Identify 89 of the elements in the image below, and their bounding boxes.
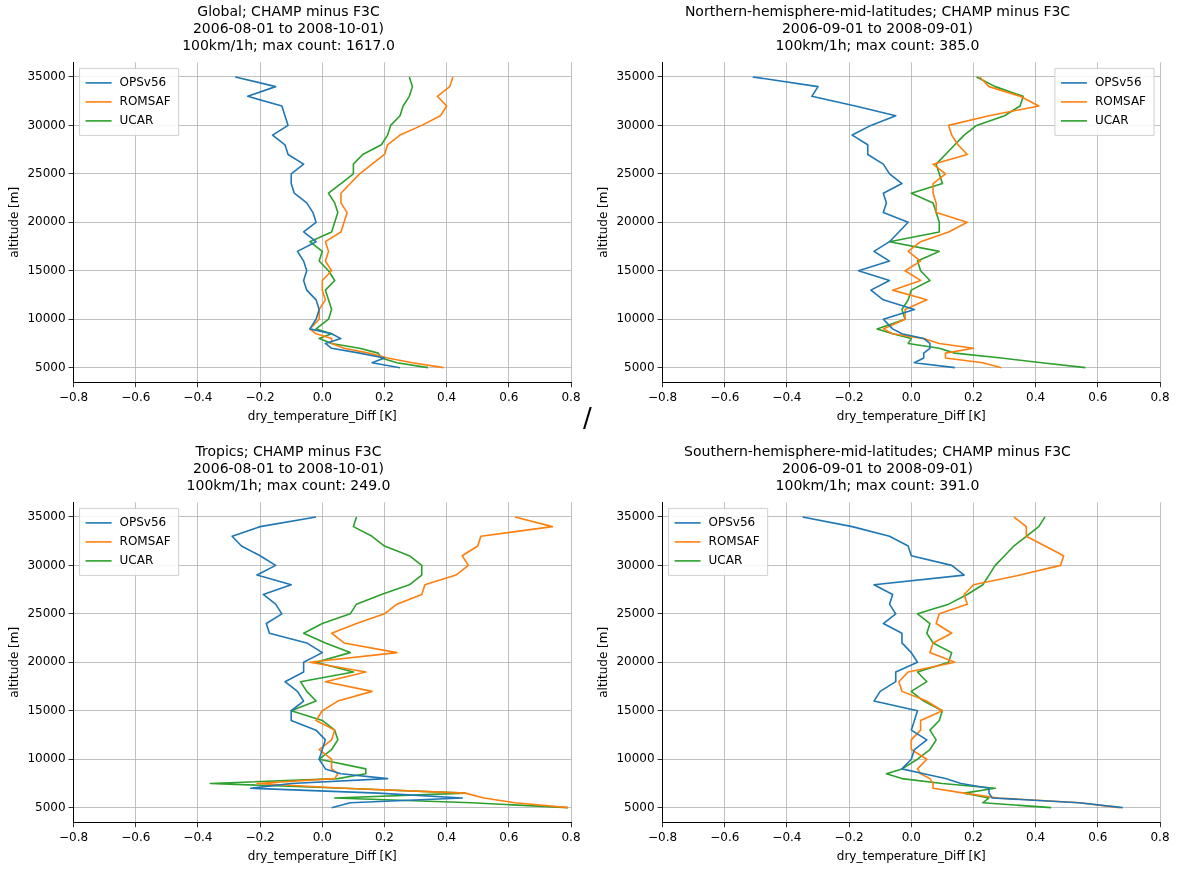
y-tick-label: 10000 — [27, 751, 66, 766]
y-tick-label: 35000 — [616, 509, 655, 524]
x-tick-label: −0.8 — [59, 829, 89, 844]
y-tick-label: 15000 — [616, 262, 655, 277]
legend-label: ROMSAF — [708, 534, 760, 549]
x-tick-label: 0.2 — [963, 389, 984, 404]
y-tick-label: 5000 — [35, 359, 66, 374]
y-tick-label: 20000 — [616, 214, 655, 229]
x-tick-label: 0.4 — [1026, 389, 1046, 404]
x-axis-title: dry_temperature_Diff [K] — [836, 408, 986, 423]
y-tick-label: 35000 — [27, 509, 66, 524]
y-tick-label: 25000 — [27, 605, 66, 620]
x-tick-label: 0.8 — [1150, 829, 1170, 844]
text: / — [583, 403, 592, 433]
y-tick-label: 10000 — [616, 311, 655, 326]
x-tick-label: 0.6 — [1088, 389, 1108, 404]
chart-title: Global; CHAMP minus F3C 2006-08-01 to 2008-10-01) 100km/1h; max count: 1617.0 — [182, 3, 395, 53]
x-tick-label: 0.4 — [437, 829, 457, 844]
legend-label: ROMSAF — [119, 94, 171, 109]
y-tick-label: 35000 — [27, 69, 66, 84]
x-tick-label: −0.4 — [772, 389, 802, 404]
x-axis-title: dry_temperature_Diff [K] — [836, 848, 986, 863]
legend-label: OPSv56 — [1094, 75, 1142, 90]
x-tick-label: 0.0 — [312, 389, 332, 404]
x-tick-label: 0.8 — [1150, 389, 1170, 404]
y-tick-label: 30000 — [616, 117, 655, 132]
x-tick-label: −0.6 — [710, 389, 740, 404]
x-tick-label: 0.2 — [374, 389, 395, 404]
x-tick-label: 0.6 — [499, 389, 519, 404]
x-axis-title: dry_temperature_Diff [K] — [247, 848, 397, 863]
x-tick-label: −0.8 — [648, 829, 678, 844]
y-axis-title: altitude [m] — [596, 186, 611, 258]
chart-title: Tropics; CHAMP minus F3C 2006-08-01 to 2008-10-01) 100km/1h; max count: 249.0 — [186, 443, 391, 493]
y-tick-label: 35000 — [616, 69, 655, 84]
x-tick-label: −0.2 — [834, 829, 864, 844]
x-tick-label: −0.6 — [121, 829, 151, 844]
x-tick-label: −0.8 — [648, 389, 678, 404]
y-tick-label: 5000 — [624, 359, 655, 374]
x-tick-label: 0.0 — [901, 829, 921, 844]
x-tick-label: −0.4 — [772, 829, 802, 844]
x-tick-label: −0.4 — [183, 389, 213, 404]
x-tick-label: 0.0 — [312, 829, 332, 844]
y-axis-title: altitude [m] — [7, 186, 22, 258]
y-tick-label: 25000 — [27, 165, 66, 180]
y-tick-label: 15000 — [27, 262, 66, 277]
x-tick-label: −0.2 — [834, 389, 864, 404]
y-tick-label: 20000 — [27, 214, 66, 229]
legend-label: UCAR — [708, 553, 743, 568]
y-axis-title: altitude [m] — [596, 626, 611, 698]
legend-label: UCAR — [1094, 113, 1129, 128]
y-tick-label: 15000 — [616, 702, 655, 717]
y-tick-label: 15000 — [27, 702, 66, 717]
y-tick-label: 5000 — [624, 799, 655, 814]
chart-title: Northern-hemisphere-mid-latitudes; CHAMP minus F3C 2006-09-01 to 2008-09-01) 100km/1h; max count: 385.0 — [684, 3, 1071, 53]
x-tick-label: −0.6 — [121, 389, 151, 404]
chart-title: Southern-hemisphere-mid-latitudes; CHAMP minus F3C 2006-09-01 to 2008-09-01) 100km/1h; max count: 391.0 — [684, 443, 1072, 493]
x-tick-label: 0.2 — [374, 829, 395, 844]
y-tick-label: 30000 — [27, 117, 66, 132]
y-tick-label: 30000 — [616, 557, 655, 572]
legend-label: ROMSAF — [119, 534, 171, 549]
x-tick-label: 0.0 — [901, 389, 921, 404]
y-tick-label: 10000 — [616, 751, 655, 766]
x-tick-label: −0.2 — [245, 829, 275, 844]
legend-label: ROMSAF — [1094, 94, 1147, 109]
legend-label: UCAR — [119, 113, 154, 128]
x-tick-label: 0.2 — [963, 829, 984, 844]
x-tick-label: 0.6 — [1088, 829, 1108, 844]
x-tick-label: 0.4 — [437, 389, 457, 404]
x-tick-label: 0.4 — [1026, 829, 1046, 844]
legend-label: OPSv56 — [708, 515, 756, 530]
x-tick-label: 0.8 — [561, 829, 581, 844]
y-tick-label: 20000 — [616, 654, 655, 669]
x-tick-label: −0.4 — [183, 829, 213, 844]
x-tick-label: 0.6 — [499, 829, 519, 844]
y-tick-label: 5000 — [35, 799, 66, 814]
x-tick-label: −0.6 — [710, 829, 740, 844]
y-tick-label: 10000 — [27, 311, 66, 326]
legend-label: OPSv56 — [119, 515, 167, 530]
y-tick-label: 20000 — [27, 654, 66, 669]
y-tick-label: 30000 — [27, 557, 66, 572]
y-tick-label: 25000 — [616, 605, 655, 620]
legend-label: UCAR — [119, 553, 154, 568]
x-tick-label: 0.8 — [561, 389, 581, 404]
y-axis-title: altitude [m] — [7, 626, 22, 698]
x-tick-label: −0.8 — [59, 389, 89, 404]
y-tick-label: 25000 — [616, 165, 655, 180]
legend-label: OPSv56 — [119, 75, 167, 90]
x-axis-title: dry_temperature_Diff [K] — [247, 408, 397, 423]
x-tick-label: −0.2 — [245, 389, 275, 404]
